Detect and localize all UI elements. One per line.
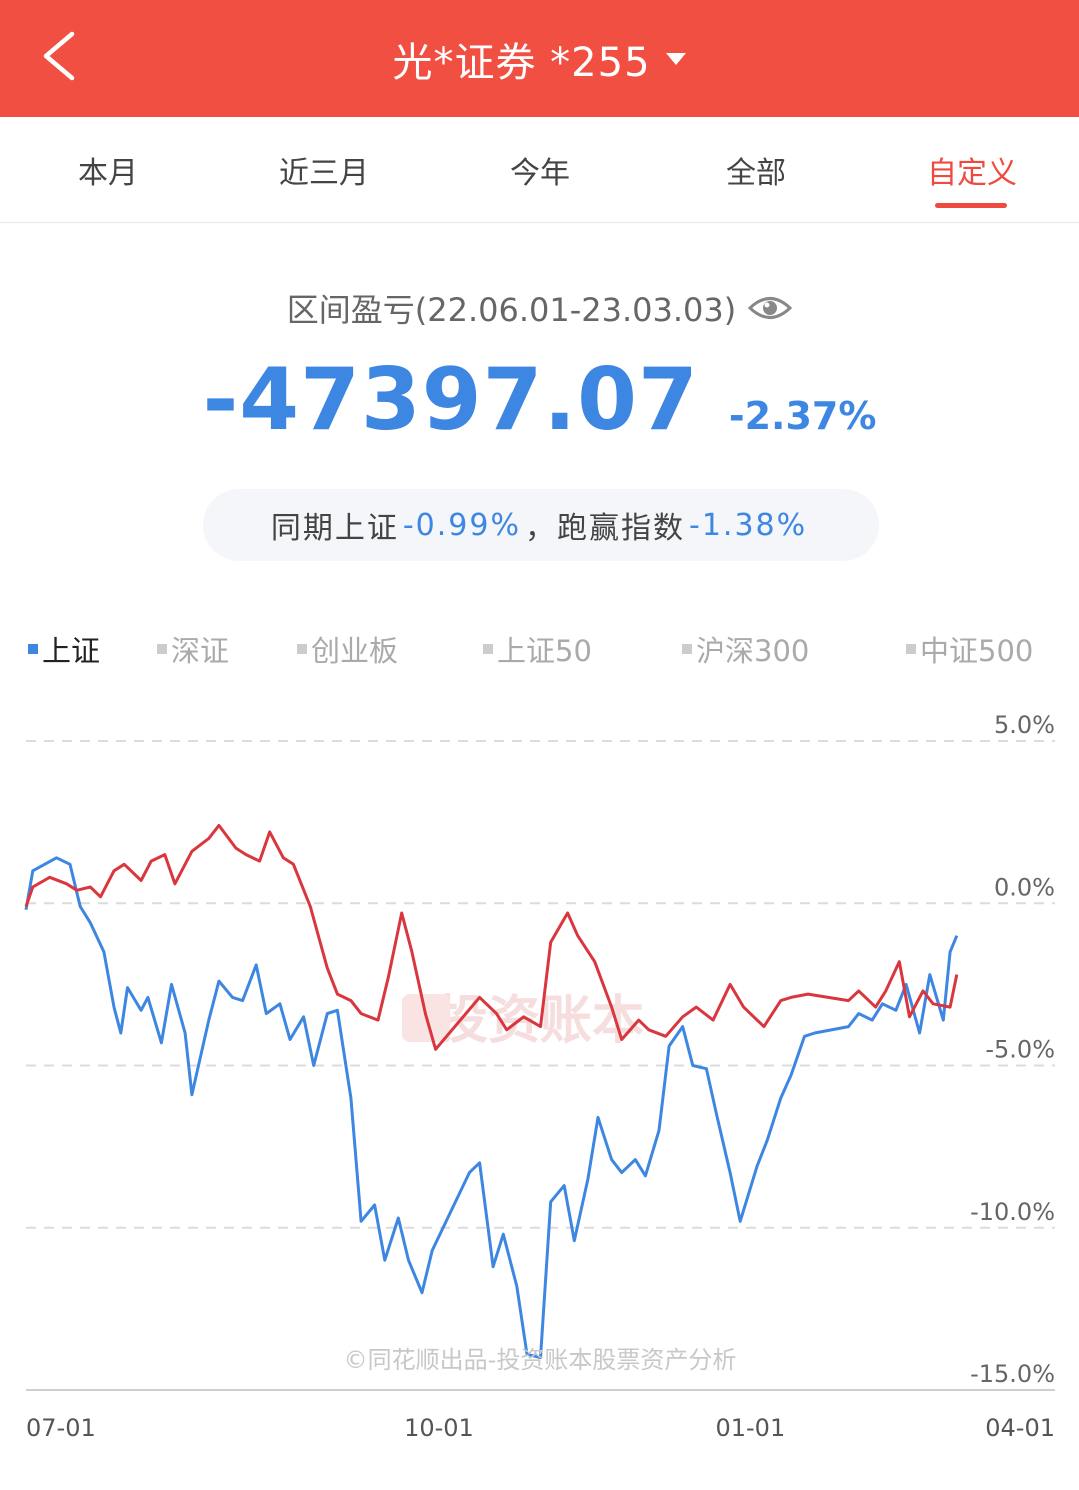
header-bar: 光*证券 *255 [0, 0, 1079, 117]
tab-custom[interactable]: 自定义 [864, 117, 1079, 222]
legend-label: 中证500 [920, 634, 1034, 668]
legend-swatch [157, 644, 167, 654]
tab-this-year[interactable]: 今年 [510, 155, 570, 191]
pl-value: -47397.07 [202, 350, 699, 450]
legend-csi500[interactable]: 中证500 [906, 628, 1033, 670]
y-tick-label: 0.0% [994, 873, 1055, 901]
legend-swatch [906, 644, 916, 654]
compare-separator: ， [525, 511, 557, 546]
legend-swatch [28, 644, 38, 654]
x-tick-label: 04-01 [985, 1414, 1055, 1442]
x-tick-label: 07-01 [26, 1414, 96, 1442]
account-selector[interactable]: 光*证券 *255 [392, 30, 686, 88]
tab-last-three-months[interactable]: 近三月 [279, 155, 369, 191]
pl-period-text: 区间盈亏(22.06.01-23.03.03) [286, 291, 737, 329]
x-tick-label: 10-01 [404, 1414, 474, 1442]
legend-shanghai[interactable]: 上证 [28, 628, 100, 670]
legend-label: 沪深300 [696, 634, 810, 668]
x-tick-label: 01-01 [715, 1414, 785, 1442]
pl-summary: -47397.07 -2.37% [0, 350, 1079, 450]
legend-chinext[interactable]: 创业板 [297, 628, 398, 670]
index-compare-pill: 同期上证 -0.99% ， 跑赢指数 -1.38% [203, 489, 879, 561]
legend-sse50[interactable]: 上证50 [483, 628, 592, 670]
y-tick-label: -10.0% [970, 1198, 1055, 1226]
compare-outperform-pct: -1.38% [689, 507, 808, 543]
series-line-shanghai [24, 856, 959, 1359]
legend-shenzhen[interactable]: 深证 [157, 628, 229, 670]
series-line-account [24, 823, 959, 1051]
period-tabs: 本月 近三月 今年 全部 自定义 [0, 117, 1079, 223]
tab-this-month[interactable]: 本月 [78, 155, 138, 191]
watermark-text: ©同花顺出品-投资账本股票资产分析 [344, 1346, 737, 1374]
legend-swatch [682, 644, 692, 654]
legend-swatch [483, 644, 493, 654]
legend-csi300[interactable]: 沪深300 [682, 628, 809, 670]
pl-period-label: 区间盈亏(22.06.01-23.03.03) [0, 285, 1079, 331]
y-tick-label: -15.0% [970, 1360, 1055, 1388]
legend-label: 上证50 [497, 634, 592, 668]
caret-down-icon [665, 52, 686, 65]
page-title: 光*证券 *255 [392, 39, 651, 86]
legend-label: 创业板 [311, 634, 399, 668]
index-legend: 上证 深证 创业板 上证50 沪深300 中证500 [0, 628, 1079, 672]
back-chevron-icon[interactable] [38, 30, 88, 82]
tab-all[interactable]: 全部 [726, 155, 786, 191]
y-tick-label: 5.0% [994, 711, 1055, 739]
pl-percent: -2.37% [728, 394, 877, 438]
compare-prefix: 同期上证 [270, 511, 399, 546]
y-tick-label: -5.0% [985, 1036, 1055, 1064]
compare-mid: 跑赢指数 [557, 511, 685, 546]
compare-index-pct: -0.99% [402, 507, 521, 543]
legend-label: 深证 [171, 634, 230, 668]
legend-swatch [297, 644, 307, 654]
eye-icon[interactable] [748, 293, 793, 323]
legend-label: 上证 [42, 634, 101, 668]
